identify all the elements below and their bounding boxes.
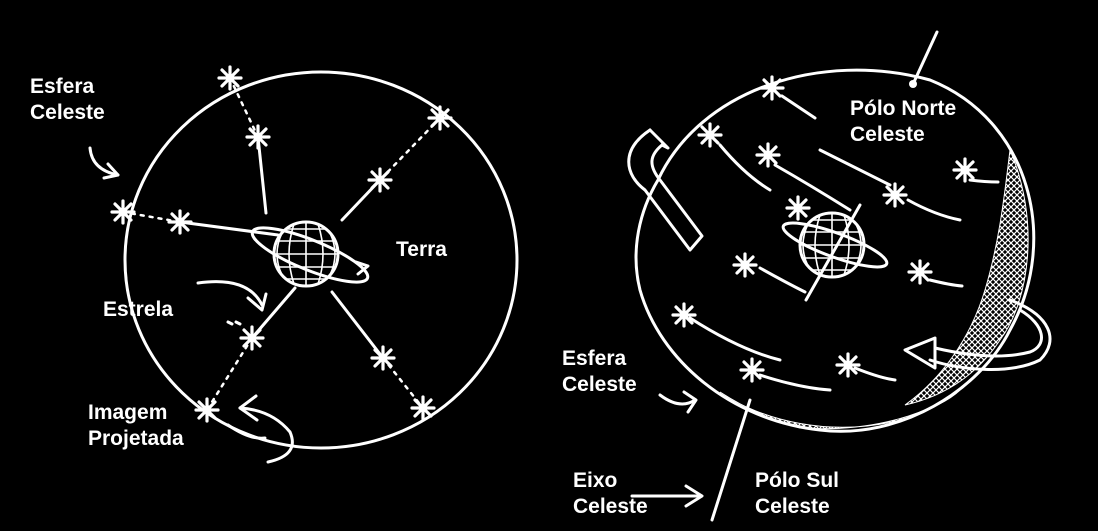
left-sphere-label-line1: Esfera bbox=[30, 75, 95, 98]
right-sphere-label-line1: Esfera bbox=[562, 347, 627, 370]
right-sphere-label-line2: Celeste bbox=[562, 373, 637, 396]
north-pole-label: Pólo Norte Celeste bbox=[850, 96, 956, 148]
right-sphere-shadow bbox=[719, 148, 1029, 430]
projected-image-label: Imagem Projetada bbox=[88, 400, 184, 452]
celestial-axis-label-line2: Celeste bbox=[573, 495, 648, 518]
south-pole-label: Pólo Sul Celeste bbox=[755, 468, 839, 520]
left-dashed-projections bbox=[121, 76, 442, 412]
earth-label: Terra bbox=[396, 238, 447, 261]
right-small-arrows bbox=[630, 390, 704, 508]
right-earth-icon bbox=[781, 211, 889, 279]
north-pole-label-line1: Pólo Norte bbox=[850, 97, 957, 120]
south-pole-label-line2: Celeste bbox=[755, 495, 830, 518]
south-pole-label-line1: Pólo Sul bbox=[755, 469, 839, 492]
star-label: Estrela bbox=[103, 298, 174, 321]
north-pole-label-line2: Celeste bbox=[850, 123, 925, 146]
celestial-axis-label: Eixo Celeste bbox=[573, 468, 648, 520]
right-star-trails bbox=[688, 94, 1000, 392]
left-earth-icon bbox=[250, 220, 370, 288]
projected-image-label-line2: Projetada bbox=[88, 427, 184, 450]
right-sphere-label: Esfera Celeste bbox=[562, 346, 637, 398]
left-sphere-label: Esfera Celeste bbox=[30, 74, 105, 126]
left-arrows bbox=[88, 146, 294, 464]
celestial-axis-label-line1: Eixo bbox=[573, 469, 618, 492]
right-rotation-arrows bbox=[627, 128, 1052, 371]
left-solid-rays bbox=[178, 135, 385, 360]
left-celestial-sphere bbox=[123, 70, 519, 450]
projected-image-label-line1: Imagem bbox=[88, 401, 168, 424]
left-sphere-label-line2: Celeste bbox=[30, 101, 105, 124]
